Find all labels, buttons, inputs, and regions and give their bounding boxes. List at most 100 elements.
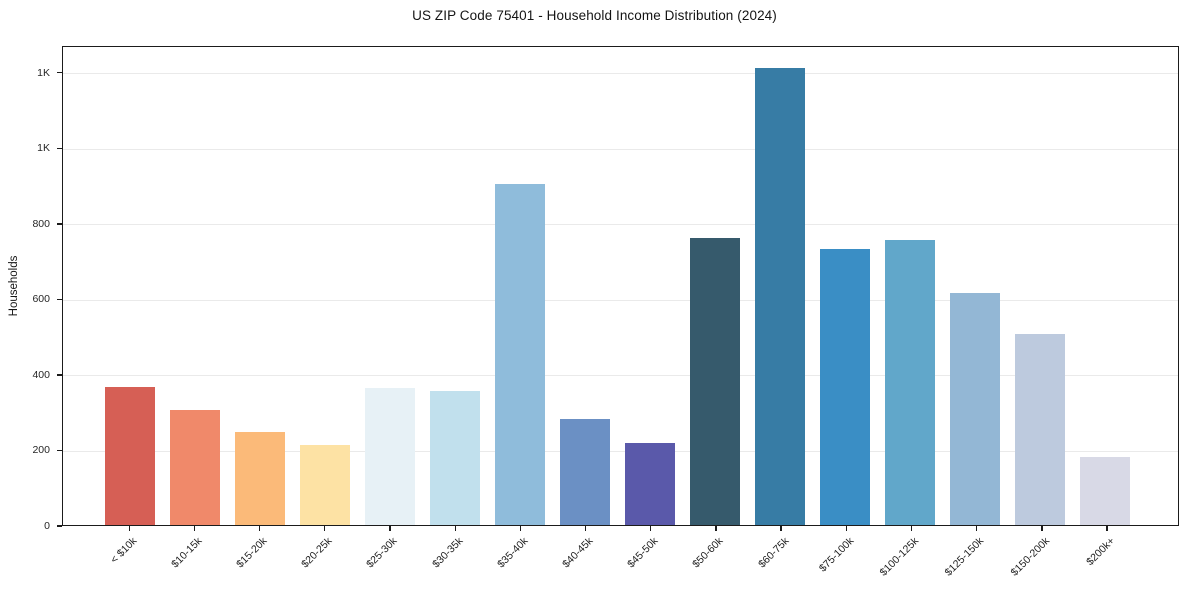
bar-10k: [104, 387, 155, 525]
gridline: [63, 450, 1178, 452]
x-tick-band: < $10k: [96, 526, 161, 590]
y-tick-label: 200: [32, 444, 50, 457]
bar-50-60k: [690, 237, 741, 525]
gridlines-layer: [63, 47, 1178, 525]
bar-30-35k: [429, 391, 480, 525]
x-tick-mark: [650, 526, 652, 531]
x-tick-label: $35-40k: [494, 535, 531, 571]
bar-band: [162, 47, 227, 525]
bar-band: [943, 47, 1008, 525]
x-tick-mark: [845, 526, 847, 531]
bar-band: [487, 47, 552, 525]
x-tick-label: < $10k: [108, 535, 140, 566]
x-tick-mark: [519, 526, 522, 531]
x-tick-band: $50-60k: [683, 526, 748, 590]
x-tick-mark: [258, 526, 261, 531]
y-tick-mark: [57, 72, 62, 74]
bar-band: [813, 47, 878, 525]
y-tick-mark: [57, 147, 62, 149]
plot-area: [62, 46, 1179, 526]
x-tick-mark: [584, 526, 587, 531]
y-tick-mark: [57, 525, 62, 527]
bar-150-200k: [1015, 334, 1066, 525]
x-tick-band: $45-50k: [618, 526, 683, 590]
bar-band: [683, 47, 748, 525]
bar-125-150k: [950, 292, 1001, 525]
bar-band: [1008, 47, 1073, 525]
bar-40-45k: [559, 418, 610, 525]
x-tick-mark: [389, 526, 391, 531]
x-tick-mark: [780, 526, 782, 531]
x-tick-band: $150-200k: [1008, 526, 1074, 590]
bar-10-15k: [169, 409, 220, 525]
x-tick-band: $15-20k: [226, 526, 291, 590]
x-tick-label: $40-45k: [560, 535, 596, 571]
x-tick-label: $30-35k: [429, 535, 466, 571]
bar-band: [878, 47, 943, 525]
x-tick-mark: [324, 526, 326, 531]
bar-45-50k: [625, 442, 676, 525]
bar-75-100k: [820, 248, 871, 525]
chart-title: US ZIP Code 75401 - Household Income Dis…: [412, 8, 777, 23]
bar-20-25k: [299, 444, 350, 525]
bar-band: [292, 47, 357, 525]
x-tick-mark: [910, 526, 913, 531]
bar-band: [1073, 47, 1138, 525]
y-tick-mark: [57, 449, 62, 452]
bar-200k: [1080, 456, 1131, 525]
gridline: [63, 375, 1178, 377]
x-tick-mark: [128, 526, 130, 531]
y-tick-label: 1K: [37, 142, 50, 155]
x-tick-label: $60-75k: [755, 535, 791, 571]
x-tick-mark: [1041, 526, 1043, 531]
x-tick-band: $100-125k: [878, 526, 943, 590]
bar-100-125k: [885, 240, 936, 525]
y-tick-mark: [57, 374, 62, 376]
y-tick-label: 600: [32, 293, 50, 306]
y-tick-label: 1K: [37, 66, 50, 79]
gridline: [63, 224, 1178, 226]
x-tick-mark: [976, 526, 978, 531]
gridline: [63, 73, 1178, 75]
gridline: [63, 299, 1178, 301]
bar-band: [422, 47, 487, 525]
x-tick-label: $25-30k: [364, 535, 400, 571]
bar-15-20k: [234, 431, 285, 525]
y-tick-label: 0: [44, 520, 50, 532]
x-tick-label: $20-25k: [299, 535, 335, 571]
x-tick-label: $45-50k: [625, 535, 661, 571]
x-tick-band: $60-75k: [748, 526, 813, 590]
x-axis-ticks: < $10k $10-15k $15-20k $20-25k $25-30k $30-35…: [62, 526, 1179, 590]
bar-band: [227, 47, 292, 525]
y-tick-mark: [57, 298, 62, 301]
y-tick-label: 800: [32, 217, 50, 230]
x-tick-label: $100-125k: [877, 535, 922, 579]
bar-25-30k: [364, 388, 415, 525]
bar-band: [357, 47, 422, 525]
x-tick-mark: [1106, 526, 1108, 531]
y-tick-label: 400: [32, 368, 50, 381]
x-tick-band: $25-30k: [357, 526, 422, 590]
x-tick-label: $150-200k: [1008, 535, 1052, 579]
bar-60-75k: [755, 68, 806, 525]
x-tick-label: $200k+: [1083, 535, 1117, 569]
bar-band: [748, 47, 813, 525]
y-axis-ticks: 0 200 400 600 800 1K 1K: [0, 46, 62, 532]
x-tick-mark: [715, 526, 717, 531]
bar-band: [552, 47, 617, 525]
x-tick-band: $10-15k: [161, 526, 226, 590]
bar-band: [618, 47, 683, 525]
x-tick-band: $125-150k: [943, 526, 1008, 590]
gridline: [63, 148, 1178, 150]
bar-band: [97, 47, 162, 525]
bar-35-40k: [494, 183, 545, 525]
x-tick-mark: [454, 526, 456, 531]
x-tick-band: $40-45k: [552, 526, 617, 590]
x-tick-label: $10-15k: [168, 535, 205, 571]
x-tick-label: $50-60k: [690, 535, 726, 571]
x-tick-label: $75-100k: [816, 535, 857, 575]
y-tick-mark: [57, 223, 62, 225]
x-tick-mark: [193, 526, 196, 531]
x-tick-band: $75-100k: [813, 526, 878, 590]
